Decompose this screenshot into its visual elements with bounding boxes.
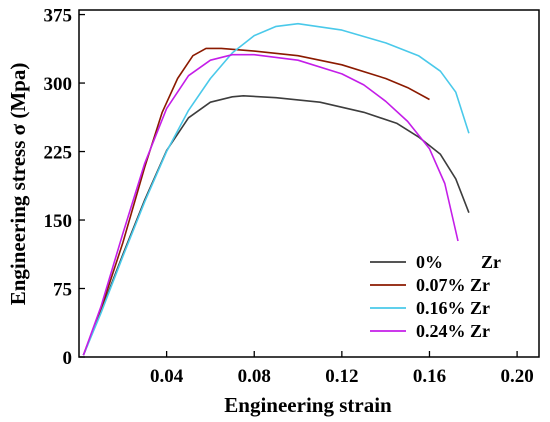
- y-tick-label: 0: [63, 348, 73, 369]
- x-axis-label: Engineering strain: [224, 393, 392, 417]
- legend-label: 0.16% Zr: [416, 298, 490, 318]
- y-tick-label: 75: [53, 280, 72, 301]
- y-tick-label: 300: [44, 74, 73, 95]
- y-tick-label: 150: [44, 211, 73, 232]
- series-line-1: [82, 47, 430, 356]
- legend-label: 0.24% Zr: [416, 321, 490, 341]
- x-tick-label: 0.12: [325, 366, 358, 387]
- x-tick-label: 0.04: [150, 366, 184, 387]
- legend: 0% Zr 0.07% Zr 0.16% Zr 0.24% Zr: [370, 252, 501, 341]
- legend-label-suffix: Zr: [481, 252, 501, 272]
- series-line-3: [82, 53, 459, 356]
- plot-area: 0.04 0.08 0.12 0.16 0.20 0 75 150 225 300 375: [44, 6, 540, 387]
- y-tick-label: 375: [44, 6, 73, 27]
- series-layer: [82, 22, 470, 356]
- x-tick-label: 0.08: [238, 366, 271, 387]
- y-tick-label: 225: [44, 143, 73, 164]
- x-tick-label: 0.16: [413, 366, 446, 387]
- legend-label: 0.07% Zr: [416, 275, 490, 295]
- plot-frame: [78, 9, 540, 358]
- y-axis-label: Engineering stress σ (Mpa): [6, 63, 30, 306]
- y-axis-ticks: 0 75 150 225 300 375: [44, 6, 85, 369]
- series-line-2: [82, 22, 470, 356]
- series-line-0: [82, 95, 470, 356]
- x-tick-label: 0.20: [500, 366, 533, 387]
- x-axis-ticks: 0.04 0.08 0.12 0.16 0.20: [150, 351, 534, 387]
- legend-label: 0%: [416, 252, 443, 272]
